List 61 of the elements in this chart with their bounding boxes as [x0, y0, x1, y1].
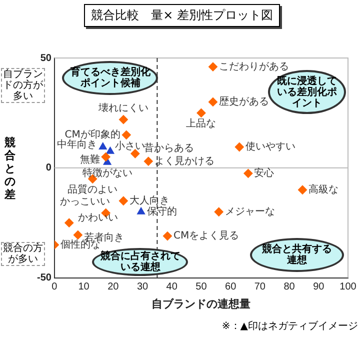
- data-label: 歴史がある: [218, 96, 269, 108]
- data-label: 品質のよい: [68, 183, 118, 196]
- point: [208, 97, 218, 106]
- annotation: 競合に占有されている連想: [100, 250, 180, 273]
- x-tick-label: 30: [136, 282, 149, 293]
- data-label: 無難: [80, 154, 100, 166]
- data-label: メジャーな: [224, 206, 275, 218]
- point: [298, 185, 307, 194]
- point: [118, 196, 128, 206]
- data-label: かっこいい: [60, 196, 110, 208]
- x-tick-label: 60: [225, 282, 237, 293]
- data-label: 安心: [254, 166, 274, 179]
- point: [137, 207, 146, 214]
- chart-title: 競合比較 量× 差別性プロット図: [84, 4, 280, 27]
- point: [130, 149, 140, 158]
- point: [122, 130, 131, 140]
- data-label: 中年向き: [56, 138, 97, 151]
- data-label: こだわりがある: [218, 61, 289, 72]
- point: [73, 230, 82, 240]
- point: [162, 232, 172, 241]
- data-label: 小さい: [115, 140, 146, 152]
- y-axis-title: 競合との差: [4, 136, 16, 201]
- x-axis-title: 自ブランドの連想量: [152, 297, 251, 310]
- annotation: 競合と共有する連想: [250, 238, 344, 272]
- point: [234, 142, 244, 152]
- point: [64, 218, 74, 228]
- y-tick-label: 0: [46, 162, 52, 174]
- point: [118, 115, 128, 124]
- y-tick-label: 50: [40, 52, 52, 64]
- point: [144, 156, 153, 166]
- x-tick-label: 70: [254, 282, 266, 293]
- point: [98, 142, 107, 150]
- data-label: 上品な: [186, 118, 216, 130]
- data-label: 壊れにくい: [97, 102, 148, 114]
- x-tick-label: 100: [340, 282, 357, 293]
- text: 競合の方が多い: [1, 242, 45, 266]
- point: [101, 152, 110, 162]
- data-label: よく見かける: [154, 156, 214, 167]
- x-tick-label: 50: [196, 282, 208, 293]
- annotation: 育てるべき差別化ポイント候補: [62, 61, 158, 95]
- x-tick-label: 90: [313, 282, 325, 293]
- y-tick-label: -50: [37, 272, 52, 284]
- text: 自ブランドの方が多い: [1, 68, 45, 103]
- data-label: 特徴がない: [82, 167, 132, 179]
- point: [244, 168, 253, 178]
- x-tick-label: 80: [284, 282, 296, 293]
- point: [196, 108, 206, 118]
- data-label: 保守的: [147, 205, 178, 218]
- x-tick-label: 10: [78, 282, 90, 293]
- data-label: 高級な: [308, 183, 338, 196]
- x-tick-label: 40: [166, 282, 178, 293]
- data-label: CMが印象的: [64, 128, 120, 141]
- text: ※：▲印はネガティブイメージ: [222, 320, 358, 333]
- data-label: かわいい: [78, 212, 118, 224]
- annotation: 既に浸透している差別化ポイント: [277, 76, 337, 108]
- point: [106, 146, 114, 154]
- data-label: 使いやすい: [245, 142, 296, 153]
- point: [208, 62, 218, 72]
- point: [214, 207, 224, 216]
- data-label: CMをよく見る: [173, 230, 240, 242]
- x-tick-label: 20: [108, 282, 120, 293]
